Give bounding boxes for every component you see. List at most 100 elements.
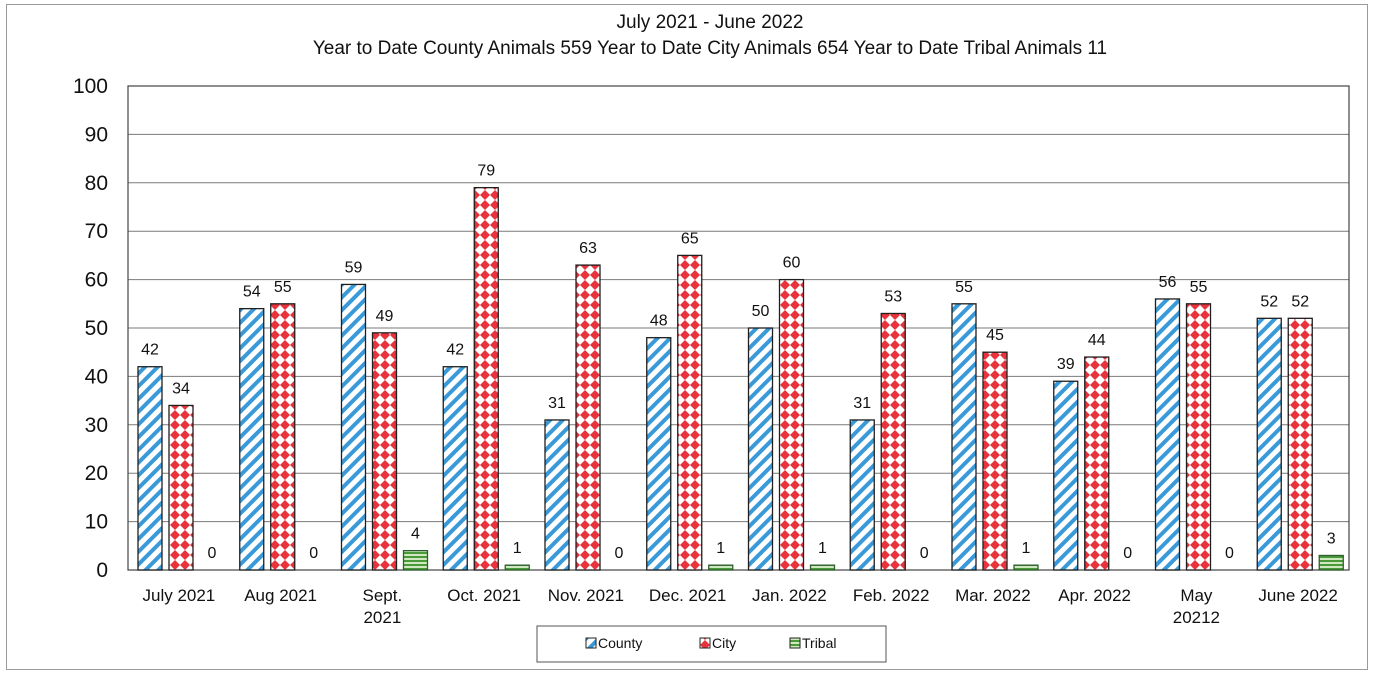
bar-city (982, 351, 1008, 571)
data-label-tribal: 1 (716, 540, 725, 557)
legend-label-county: County (598, 635, 642, 651)
bar-county (239, 307, 265, 571)
data-label-tribal: 4 (411, 526, 420, 543)
legend-label-city: City (712, 635, 736, 651)
x-tick-label: Feb. 2022 (853, 586, 930, 605)
data-label-county: 39 (1057, 356, 1075, 373)
bar-city (371, 332, 398, 571)
data-label-tribal: 0 (309, 545, 318, 562)
bar-county (442, 366, 468, 571)
bar-tribal (1013, 564, 1039, 571)
x-tick-label: Nov. 2021 (548, 586, 624, 605)
data-label-tribal: 0 (1225, 545, 1234, 562)
x-tick-label: June 2022 (1258, 586, 1337, 605)
data-label-city: 55 (1190, 279, 1208, 296)
bar-county (1256, 317, 1282, 571)
data-label-city: 53 (884, 288, 902, 305)
data-label-city: 79 (477, 163, 495, 180)
bar-city (1084, 356, 1110, 571)
legend-swatch-county (585, 637, 597, 649)
x-tick-label: Apr. 2022 (1058, 586, 1131, 605)
data-label-city: 52 (1291, 293, 1309, 310)
data-label-tribal: 1 (513, 540, 522, 557)
data-label-tribal: 1 (818, 540, 827, 557)
x-tick-label: Sept. (363, 586, 403, 605)
legend-swatch-tribal (789, 637, 801, 649)
x-tick-label: July 2021 (142, 586, 215, 605)
bar-county (849, 419, 875, 571)
data-label-county: 42 (141, 342, 159, 359)
bar-city (168, 404, 194, 571)
bar-county (951, 303, 977, 571)
legend-box (536, 625, 887, 663)
bar-county (544, 419, 570, 571)
data-label-city: 45 (986, 327, 1004, 344)
bar-tribal (708, 564, 734, 571)
legend-label-tribal: Tribal (802, 635, 837, 651)
data-label-county: 54 (243, 284, 261, 301)
bar-city (1287, 317, 1313, 571)
data-label-county: 55 (955, 279, 973, 296)
data-label-county: 52 (1260, 293, 1278, 310)
data-label-city: 44 (1088, 332, 1106, 349)
bar-county (1154, 298, 1181, 571)
x-tick-label: 2021 (363, 608, 401, 627)
y-tick-label: 70 (85, 220, 108, 243)
data-label-county: 42 (446, 342, 464, 359)
data-label-tribal: 3 (1327, 530, 1336, 547)
legend-swatch-city (699, 637, 711, 649)
data-label-city: 55 (274, 279, 292, 296)
data-label-city: 49 (376, 308, 394, 325)
bar-tribal (504, 564, 530, 571)
data-label-tribal: 1 (1022, 540, 1031, 557)
chart-title: July 2021 - June 2022 (617, 12, 804, 33)
y-tick-label: 90 (85, 123, 108, 146)
data-label-county: 56 (1159, 274, 1177, 291)
y-tick-label: 20 (85, 462, 108, 485)
data-label-tribal: 0 (615, 545, 624, 562)
data-label-county: 31 (853, 395, 871, 412)
bar-tribal (809, 564, 836, 571)
data-label-county: 31 (548, 395, 566, 412)
bar-county (137, 366, 163, 571)
data-label-county: 50 (752, 303, 770, 320)
y-tick-label: 40 (85, 365, 108, 388)
data-label-tribal: 0 (1123, 545, 1132, 562)
bar-county (340, 283, 367, 571)
x-tick-label: Aug 2021 (244, 586, 317, 605)
x-tick-label: 20212 (1173, 608, 1220, 627)
bar-tribal (402, 549, 429, 571)
plot-area-border (127, 85, 1350, 571)
y-tick-label: 10 (85, 511, 108, 534)
x-tick-label: Oct. 2021 (447, 586, 521, 605)
bar-county (646, 337, 672, 571)
data-label-tribal: 0 (208, 545, 217, 562)
data-label-city: 34 (172, 380, 190, 397)
bar-county (747, 327, 774, 571)
bar-city (270, 303, 296, 571)
y-tick-label: 0 (96, 559, 108, 582)
data-label-city: 65 (681, 230, 699, 247)
data-label-city: 63 (579, 240, 597, 257)
y-tick-label: 100 (73, 75, 108, 98)
x-tick-label: Jan. 2022 (752, 586, 827, 605)
y-tick-label: 60 (85, 269, 108, 292)
x-tick-label: Mar. 2022 (955, 586, 1031, 605)
y-tick-label: 80 (85, 172, 108, 195)
y-tick-label: 50 (85, 317, 108, 340)
bar-city (1185, 303, 1212, 571)
data-label-tribal: 0 (920, 545, 929, 562)
y-tick-label: 30 (85, 414, 108, 437)
data-label-county: 59 (345, 259, 363, 276)
x-tick-label: May (1180, 586, 1213, 605)
bar-city (880, 312, 906, 571)
bar-city (778, 278, 805, 571)
chart-subtitle: Year to Date County Animals 559 Year to … (313, 38, 1107, 59)
data-label-county: 48 (650, 313, 668, 330)
bar-city (677, 254, 703, 571)
data-label-city: 60 (783, 255, 801, 272)
x-tick-label: Dec. 2021 (649, 586, 727, 605)
bar-city (473, 186, 499, 571)
bar-tribal (1318, 554, 1344, 571)
